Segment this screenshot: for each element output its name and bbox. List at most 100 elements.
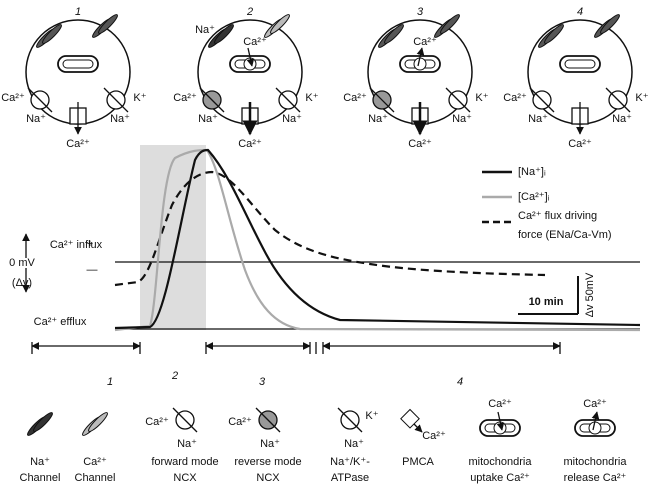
phase-number: 3: [259, 376, 266, 388]
channel: [270, 14, 290, 34]
ion-label: Na⁺: [195, 24, 215, 36]
exchanger-line: [172, 407, 198, 433]
legend-item-label: mitochondria: [564, 456, 628, 468]
legend-item-label: Channel: [75, 472, 116, 484]
ion-label: K⁺: [475, 92, 488, 104]
legend-item-label: Na⁺: [30, 456, 50, 468]
ion-label: Ca²⁺: [238, 138, 262, 150]
ion-label: Na⁺: [260, 438, 280, 450]
ion-label: K⁺: [305, 92, 318, 104]
phase-number: 1: [107, 376, 113, 388]
exchanger-line: [369, 87, 395, 113]
na-curve: [114, 148, 641, 330]
zero-label: 0 mV: [9, 257, 35, 269]
time-scale-label: 10 min: [529, 296, 564, 308]
ion-label: Ca²⁺: [488, 398, 512, 410]
ion-label: Na⁺: [282, 113, 302, 125]
efflux-label: Ca²⁺ efflux: [34, 316, 87, 328]
ion-label: Ca²⁺: [343, 92, 367, 104]
exchanger-line: [27, 87, 53, 113]
phase-number: 2: [171, 370, 178, 382]
legend-item-label: uptake Ca²⁺: [470, 472, 530, 484]
ion-label: Ca²⁺: [583, 398, 607, 410]
ion-label: Ca²⁺: [1, 92, 25, 104]
legend-item-label: Ca²⁺: [83, 456, 107, 468]
channel: [384, 24, 404, 44]
exchanger-line: [103, 87, 129, 113]
ion-label: Na⁺: [528, 113, 548, 125]
legend-item-label: release Ca²⁺: [564, 472, 627, 484]
ion-label: K⁺: [365, 410, 378, 422]
channel: [33, 412, 53, 432]
legend-label: [Ca²⁺]ᵢ: [518, 191, 550, 203]
legend-item-label: forward mode: [151, 456, 218, 468]
arrow: [246, 47, 255, 67]
legend-item-label: reverse mode: [234, 456, 301, 468]
legend-item-label: Na⁺/K⁺-: [330, 456, 370, 468]
arrow: [496, 411, 505, 431]
mitochondrion: [57, 55, 99, 73]
channel: [440, 14, 460, 34]
exchanger-line: [255, 407, 281, 433]
arrow: [591, 411, 600, 431]
cell-number: 4: [577, 6, 583, 18]
legend-label: Ca²⁺ flux driving: [518, 210, 597, 222]
plus: +: [87, 238, 93, 250]
exchanger-line: [199, 87, 225, 113]
delta-label: (Δv): [12, 277, 32, 289]
ion-label: Na⁺: [177, 438, 197, 450]
shaded-phase: [140, 145, 206, 330]
channel: [544, 24, 564, 44]
dashed-curve: [114, 170, 546, 287]
channel: [42, 24, 62, 44]
ion-label: Ca²⁺: [243, 36, 267, 48]
legend-item-label: PMCA: [402, 456, 434, 468]
pmca: [400, 408, 420, 429]
exchanger-line: [337, 407, 363, 433]
ion-label: Ca²⁺: [422, 430, 446, 442]
ion-label: Na⁺: [452, 113, 472, 125]
ion-label: K⁺: [635, 92, 648, 104]
legend-item-label: mitochondria: [469, 456, 533, 468]
exchanger-line: [605, 87, 631, 113]
cell-number: 3: [417, 6, 424, 18]
ion-label: Ca²⁺: [228, 416, 252, 428]
channel: [214, 24, 234, 44]
ion-label: K⁺: [133, 92, 146, 104]
ion-label: Na⁺: [344, 438, 364, 450]
channel: [88, 412, 108, 432]
arrow: [416, 47, 425, 67]
legend-item-label: Channel: [20, 472, 61, 484]
cell-number: 2: [246, 6, 253, 18]
phase-number: 4: [457, 376, 463, 388]
ion-label: Ca²⁺: [408, 138, 432, 150]
exchanger-line: [529, 87, 555, 113]
ion-label: Na⁺: [368, 113, 388, 125]
legend-label: [Na⁺]ᵢ: [518, 166, 546, 178]
exchanger-line: [275, 87, 301, 113]
mitochondrion-inner: [564, 59, 596, 69]
ion-label: Ca²⁺: [173, 92, 197, 104]
legend-label: force (ENa/Ca-Vm): [518, 229, 612, 241]
ion-label: Na⁺: [612, 113, 632, 125]
ion-label: Ca²⁺: [503, 92, 527, 104]
legend-item-label: NCX: [173, 472, 197, 484]
minus: —: [87, 264, 98, 276]
cell-number: 1: [75, 6, 81, 18]
ion-label: Na⁺: [198, 113, 218, 125]
mitochondrion-inner: [62, 59, 94, 69]
channel: [600, 14, 620, 34]
ion-label: Ca²⁺: [145, 416, 169, 428]
ion-label: Na⁺: [110, 113, 130, 125]
ion-label: Ca²⁺: [568, 138, 592, 150]
influx-label: Ca²⁺ influx: [50, 239, 103, 251]
arrow: [413, 423, 423, 433]
legend-item-label: ATPase: [331, 472, 369, 484]
voltage-scale-label: Δv 50mV: [584, 272, 596, 317]
exchanger-line: [445, 87, 471, 113]
ion-label: Na⁺: [26, 113, 46, 125]
ion-label: Ca²⁺: [413, 36, 437, 48]
ion-label: Ca²⁺: [66, 138, 90, 150]
channel: [98, 14, 118, 34]
